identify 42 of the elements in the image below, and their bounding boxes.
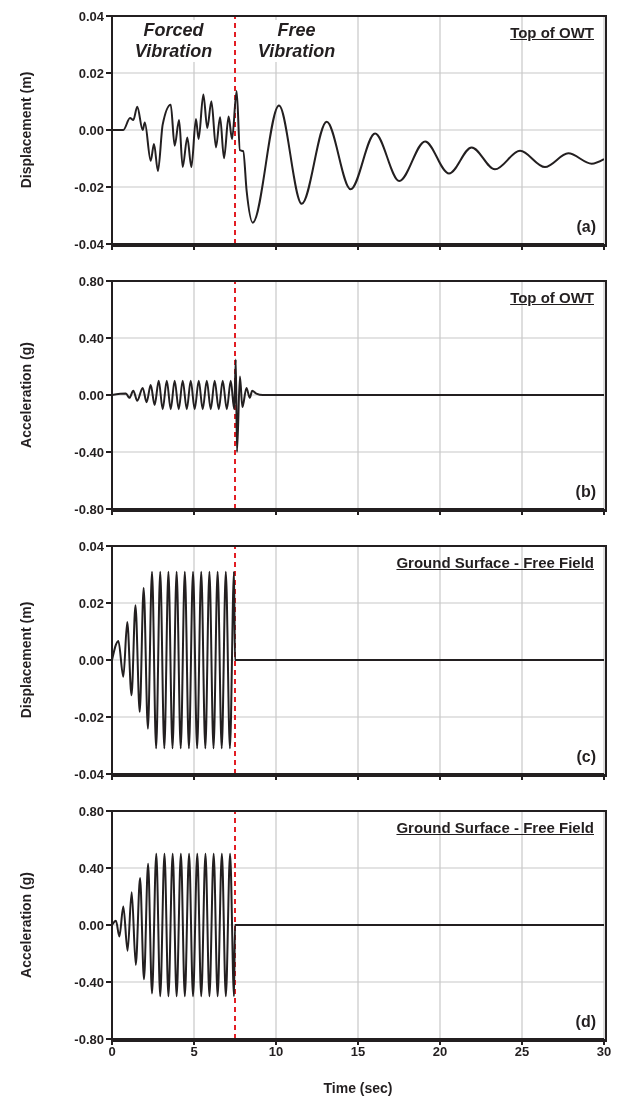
text: Top of OWT <box>510 24 594 41</box>
y-tick-label: 0.80 <box>78 273 104 289</box>
y-tick-label: -0.80 <box>74 1031 104 1047</box>
text: Top of OWT <box>510 289 594 306</box>
y-tick-label: -0.40 <box>74 974 104 990</box>
annotation: (a) <box>576 218 596 236</box>
y-tick-label: -0.02 <box>74 709 104 725</box>
y-axis-title: Displacement (m) <box>17 601 34 719</box>
y-tick-label: 0.00 <box>78 387 104 403</box>
y-tick-label: 0.00 <box>78 917 104 933</box>
y-axis-title: Displacement (m) <box>17 71 34 189</box>
y-tick-label: 0.04 <box>78 538 105 554</box>
annotation: (d) <box>575 1013 596 1031</box>
x-tick-label: 25 <box>514 1044 530 1060</box>
y-tick-label: -0.04 <box>74 236 105 252</box>
y-tick-label: 0.04 <box>78 8 105 24</box>
y-tick-label: -0.02 <box>74 179 104 195</box>
y-tick-label: 0.80 <box>78 803 104 819</box>
y-tick-label: 0.40 <box>78 860 104 876</box>
y-tick-label: 0.40 <box>78 330 104 346</box>
x-tick-label: 0 <box>108 1044 116 1060</box>
annotation: (c) <box>576 748 596 766</box>
text: Ground Surface - Free Field <box>396 819 594 836</box>
y-tick-label: -0.80 <box>74 501 104 517</box>
x-tick-label: 10 <box>268 1044 284 1060</box>
y-tick-label: 0.00 <box>78 652 104 668</box>
x-tick-label: 30 <box>596 1044 612 1060</box>
y-tick-label: 0.02 <box>78 595 104 611</box>
annotation: (b) <box>575 483 596 501</box>
x-axis-title: Time (sec) <box>323 1080 393 1096</box>
annotation: Free Vibration <box>236 20 357 62</box>
y-tick-label: 0.00 <box>78 122 104 138</box>
y-tick-label: -0.04 <box>74 766 105 782</box>
x-tick-label: 20 <box>432 1044 448 1060</box>
y-axis-title: Acceleration (g) <box>17 872 34 978</box>
y-tick-label: 0.02 <box>78 65 104 81</box>
y-axis-title: Acceleration (g) <box>17 342 34 448</box>
text: Ground Surface - Free Field <box>396 554 594 571</box>
x-tick-label: 5 <box>190 1044 198 1060</box>
annotation: Forced Vibration <box>113 20 234 62</box>
y-tick-label: -0.40 <box>74 444 104 460</box>
x-tick-label: 15 <box>350 1044 366 1060</box>
